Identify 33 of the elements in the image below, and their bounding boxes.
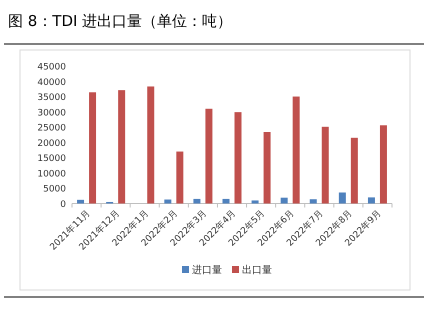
y-tick-label: 0 bbox=[60, 200, 66, 210]
y-tick-label: 15000 bbox=[37, 154, 66, 164]
bar bbox=[176, 152, 184, 204]
legend-label: 进口量 bbox=[192, 264, 222, 276]
y-tick-label: 25000 bbox=[37, 124, 66, 134]
bar bbox=[292, 96, 300, 204]
bar bbox=[264, 132, 271, 204]
bar bbox=[89, 92, 96, 204]
bar bbox=[310, 199, 317, 204]
y-tick-label: 35000 bbox=[37, 93, 66, 104]
bar bbox=[280, 198, 288, 204]
bar bbox=[338, 192, 346, 204]
chart-title: 图 8：TDI 进出口量（单位：吨） bbox=[8, 12, 232, 30]
y-tick-label: 5000 bbox=[43, 184, 66, 195]
bar bbox=[205, 108, 212, 204]
bar bbox=[252, 200, 259, 204]
y-tick-label: 20000 bbox=[37, 138, 66, 149]
bar bbox=[350, 138, 358, 204]
legend-label: 出口量 bbox=[242, 264, 272, 276]
bar bbox=[322, 126, 329, 204]
bar bbox=[118, 90, 126, 204]
bar bbox=[380, 125, 387, 204]
y-tick-label: 30000 bbox=[37, 108, 66, 118]
bar bbox=[368, 197, 375, 204]
bar bbox=[234, 112, 242, 204]
bar bbox=[222, 198, 230, 204]
y-tick-label: 10000 bbox=[37, 169, 66, 180]
y-tick-label: 40000 bbox=[37, 78, 66, 88]
bar bbox=[147, 86, 154, 204]
y-tick-label: 45000 bbox=[37, 62, 66, 72]
bar bbox=[193, 198, 200, 204]
bar bbox=[77, 200, 84, 204]
bar bbox=[164, 200, 172, 204]
